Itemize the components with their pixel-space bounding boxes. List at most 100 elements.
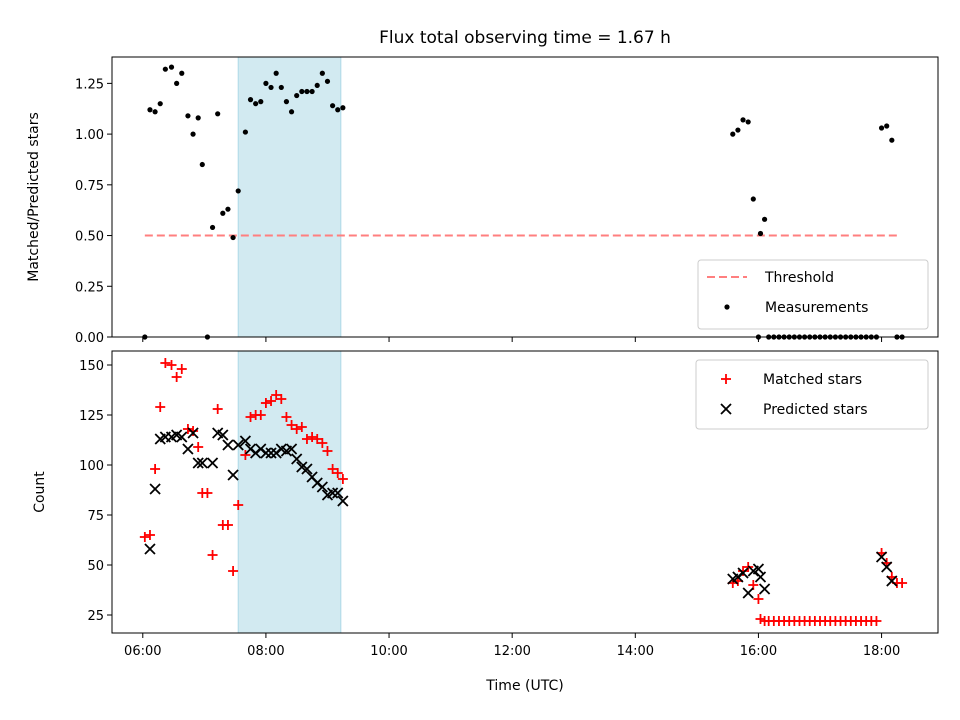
measurement-point (889, 137, 895, 143)
top-y-tick-label: 1.25 (75, 77, 104, 92)
measurement-point (185, 113, 191, 119)
matched-star-point (296, 422, 307, 432)
measurement-point (340, 105, 346, 111)
matched-star-point (281, 412, 292, 422)
predicted-star-point (260, 447, 272, 459)
measurement-point (740, 117, 746, 123)
measurement-point (230, 234, 236, 241)
measurement-point (268, 84, 274, 91)
measurement-point (335, 107, 341, 113)
predicted-star-point (291, 453, 303, 465)
matched-star-point (317, 438, 328, 448)
predicted-star-point (149, 483, 161, 495)
measurement-point (190, 131, 196, 137)
predicted-star-point (265, 447, 277, 459)
x-tick-label: 18:00 (863, 644, 900, 659)
x-tick-label: 10:00 (370, 644, 407, 659)
chart-title: Flux total observing time = 1.67 h (379, 28, 671, 48)
top-y-tick-label: 1.00 (75, 128, 104, 143)
bottom-y-tick-label: 100 (79, 459, 104, 474)
measurement-point (253, 101, 259, 107)
measurement-point (309, 88, 315, 95)
predicted-star-point (196, 457, 208, 469)
top-y-tick-label: 0.75 (75, 179, 104, 194)
matched-star-point (276, 394, 287, 404)
matched-star-point (240, 450, 251, 460)
matched-star-point (897, 578, 908, 588)
measurement-point (750, 196, 756, 202)
measurement-point (294, 92, 300, 99)
bottom-x-axis-label: Time (UTC) (485, 678, 563, 694)
predicted-star-point (875, 551, 888, 563)
top-axis-ticks: 0.00 0.25 0.50 0.75 1.00 1.25 (75, 77, 883, 346)
measurement-point (209, 224, 216, 231)
measurement-point (299, 88, 305, 95)
matched-star-point (871, 616, 882, 626)
top-y-tick-label: 0.00 (75, 331, 104, 346)
matched-star-point (150, 464, 161, 474)
legend-measurement-swatch (724, 304, 730, 310)
measurement-point (330, 103, 336, 109)
measurement-point (225, 206, 231, 212)
legend-box (697, 259, 929, 330)
measurement-point (761, 216, 768, 222)
measurement-point (195, 115, 201, 121)
legend-matched-swatch (721, 374, 731, 384)
matched-star-point (337, 474, 348, 484)
measurement-point (324, 78, 331, 84)
matched-star-point (207, 550, 218, 560)
measurement-point (288, 109, 295, 115)
legend-label: Matched stars (763, 372, 862, 388)
matched-star-point (176, 364, 187, 374)
predicted-star-point (742, 587, 754, 599)
predicted-star-point (752, 563, 765, 575)
top-highlight-span (237, 56, 342, 338)
matched-star-point (166, 360, 177, 370)
measurement-point (220, 210, 226, 216)
measurement-point (745, 119, 751, 125)
measurement-point (147, 107, 153, 113)
predicted-star-point (332, 487, 344, 499)
matched-star-point (301, 434, 312, 444)
predicted-star-point (737, 567, 749, 579)
matched-star-point (139, 532, 150, 542)
matched-star-point (260, 398, 271, 408)
predicted-star-point (758, 583, 771, 595)
x-tick-label: 06:00 (124, 644, 161, 659)
top-plot-frame (111, 56, 939, 338)
x-tick-label: 12:00 (493, 644, 530, 659)
matched-star-point (202, 488, 213, 498)
matched-star-point (144, 530, 155, 540)
matched-star-point (332, 468, 343, 478)
observing-window-span (237, 56, 342, 338)
predicted-star-point (301, 463, 313, 475)
predicted-star-point (881, 561, 893, 573)
x-tick-label: 14:00 (617, 644, 654, 659)
top-legend: Threshold Measurements (697, 259, 929, 330)
measurement-point (247, 97, 254, 103)
measurement-point (283, 99, 290, 105)
measurement-point (242, 129, 248, 135)
predicted-star-point (206, 457, 219, 469)
bottom-plot-frame (111, 350, 939, 634)
measurement-point (884, 123, 890, 129)
top-y-tick-label: 0.50 (75, 230, 104, 245)
measurement-point (878, 125, 885, 131)
x-tick-label: 16:00 (740, 644, 777, 659)
predicted-star-point (316, 481, 328, 493)
matched-star-point (753, 594, 764, 604)
predicted-star-point (232, 439, 244, 451)
matched-star-point (255, 410, 266, 420)
matched-star-point (291, 424, 302, 434)
legend-label: Threshold (764, 270, 834, 286)
matched-star-point (266, 396, 277, 406)
bottom-y-tick-label: 50 (87, 559, 104, 574)
legend-predicted-swatch (720, 403, 732, 415)
bottom-y-tick-label: 150 (79, 359, 104, 374)
matched-star-point (222, 520, 233, 530)
predicted-star-point (239, 435, 252, 447)
matched-star-point (312, 434, 323, 444)
measurement-point (152, 109, 158, 115)
legend-label: Predicted stars (763, 402, 868, 418)
